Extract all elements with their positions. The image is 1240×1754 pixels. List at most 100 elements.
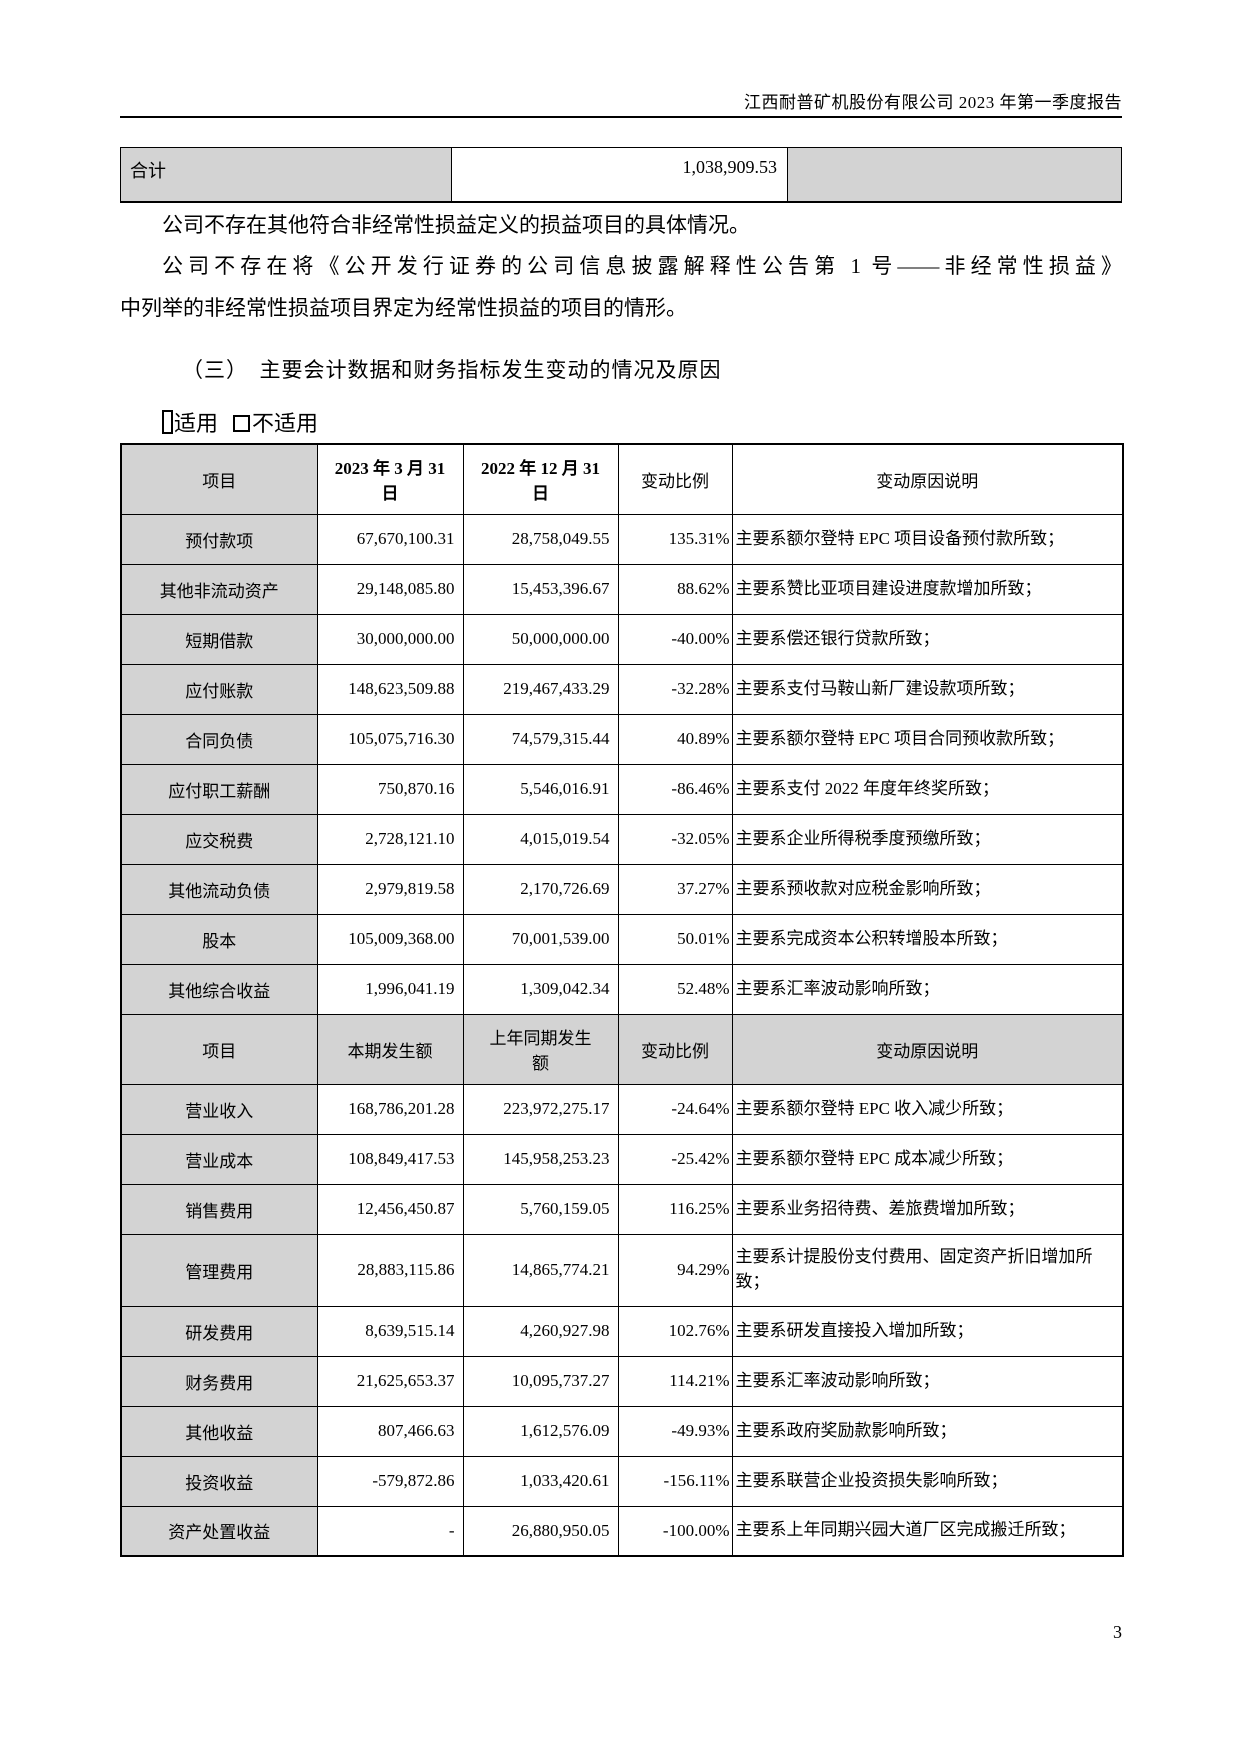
cell-current: 168,786,201.28 [316, 1083, 464, 1135]
table-row: 财务费用 21,625,653.37 10,095,737.27 114.21% 主要系… [120, 1355, 1124, 1407]
column-header-ratio: 变动比例 [617, 443, 733, 515]
column-header-current: 2023 年 3 月 31 日 [316, 443, 464, 515]
table-row: 其他收益 807,466.63 1,612,576.09 -49.93% 主要系政府奖励… [120, 1405, 1124, 1457]
cell-ratio: -25.42% [617, 1133, 733, 1185]
table-row: 其他非流动资产 29,148,085.80 15,453,396.67 88.62% 主… [120, 563, 1124, 615]
cell-current: 750,870.16 [316, 763, 464, 815]
cell-item: 股本 [120, 913, 318, 965]
column-header-prior: 2022 年 12 月 31 日 [462, 443, 619, 515]
table-header-row: 项目 本期发生额 上年同期发生 额变动比例 变动原因说明 [120, 1013, 1124, 1085]
cell-ratio: 135.31% [617, 513, 733, 565]
header-rule [120, 116, 1122, 118]
cell-item: 合同负债 [120, 713, 318, 765]
cell-prior: 5,546,016.91 [462, 763, 619, 815]
column-header-item: 项目 [120, 1013, 318, 1085]
cell-current: 108,849,417.53 [316, 1133, 464, 1185]
cell-item: 预付款项 [120, 513, 318, 565]
cell-current: 1,996,041.19 [316, 963, 464, 1015]
cell-item: 投资收益 [120, 1455, 318, 1507]
cell-current: 807,466.63 [316, 1405, 464, 1457]
table-row: 研发费用 8,639,515.14 4,260,927.98 102.76% 主要系研发… [120, 1305, 1124, 1357]
cell-reason: 主要系联营企业投资损失影响所致； [731, 1455, 1124, 1507]
table-header-row: 项目 2023 年 3 月 31 日 2022 年 12 月 31 日变动比例 变动原… [120, 443, 1124, 515]
cell-item: 财务费用 [120, 1355, 318, 1407]
cell-prior: 1,309,042.34 [462, 963, 619, 1015]
cell-current: -579,872.86 [316, 1455, 464, 1507]
not-applicable-checkbox-icon [233, 415, 251, 432]
cell-item: 营业收入 [120, 1083, 318, 1135]
not-applicable-label: 不适用 [252, 411, 319, 436]
cell-ratio: -24.64% [617, 1083, 733, 1135]
cell-ratio: 40.89% [617, 713, 733, 765]
applicability-line: 适用 不适用 [162, 406, 318, 438]
cell-prior: 15,453,396.67 [462, 563, 619, 615]
cell-prior: 14,865,774.21 [462, 1233, 619, 1307]
cell-reason: 主要系额尔登特 EPC 成本减少所致； [731, 1133, 1124, 1185]
cell-item: 研发费用 [120, 1305, 318, 1357]
cell-reason: 主要系上年同期兴园大道厂区完成搬迁所致； [731, 1505, 1124, 1557]
cell-ratio: -49.93% [617, 1405, 733, 1457]
cell-current: 67,670,100.31 [316, 513, 464, 565]
cell-prior: 1,033,420.61 [462, 1455, 619, 1507]
cell-item: 短期借款 [120, 613, 318, 665]
cell-prior: 50,000,000.00 [462, 613, 619, 665]
cell-item: 应交税费 [120, 813, 318, 865]
cell-prior: 5,760,159.05 [462, 1183, 619, 1235]
applicable-label: 适用 [174, 411, 219, 436]
cell-reason: 主要系汇率波动影响所致； [731, 1355, 1124, 1407]
table-row: 短期借款 30,000,000.00 50,000,000.00 -40.00% 主要系… [120, 613, 1124, 665]
cell-current: - [316, 1505, 464, 1557]
paragraph-no-reclassification-line1: 公司不存在将《公开发行证券的公司信息披露解释性公告第 1 号——非经常性损益》 [162, 254, 1122, 278]
cell-ratio: 102.76% [617, 1305, 733, 1357]
table-row: 资产处置收益 -26,880,950.05 -100.00% 主要系上年同期兴园大道厂… [120, 1505, 1124, 1557]
cell-reason: 主要系额尔登特 EPC 收入减少所致； [731, 1083, 1124, 1135]
cell-ratio: 94.29% [617, 1233, 733, 1307]
table-row: 营业成本 108,849,417.53 145,958,253.23 -25.42% 主… [120, 1133, 1124, 1185]
column-header-ratio: 变动比例 [617, 1013, 733, 1085]
cell-prior: 4,260,927.98 [462, 1305, 619, 1357]
cell-ratio: -32.05% [617, 813, 733, 865]
cell-reason: 主要系研发直接投入增加所致； [731, 1305, 1124, 1357]
cell-reason: 主要系政府奖励款影响所致； [731, 1405, 1124, 1457]
table-row: 应付职工薪酬 750,870.16 5,546,016.91 -86.46% 主要系支付… [120, 763, 1124, 815]
totals-row: 合计 1,038,909.53 [120, 147, 1122, 203]
cell-reason: 主要系企业所得税季度预缴所致； [731, 813, 1124, 865]
cell-prior: 74,579,315.44 [462, 713, 619, 765]
cell-prior: 4,015,019.54 [462, 813, 619, 865]
cell-item: 营业成本 [120, 1133, 318, 1185]
document-header: 江西耐普矿机股份有限公司 2023 年第一季度报告 [120, 88, 1122, 113]
cell-ratio: -86.46% [617, 763, 733, 815]
table-row: 管理费用 28,883,115.86 14,865,774.21 94.29% 主要系计… [120, 1233, 1124, 1307]
column-header-reason: 变动原因说明 [731, 443, 1124, 515]
cell-prior: 1,612,576.09 [462, 1405, 619, 1457]
cell-current: 148,623,509.88 [316, 663, 464, 715]
cell-current: 29,148,085.80 [316, 563, 464, 615]
document-header-title: 江西耐普矿机股份有限公司 2023 年第一季度报告 [744, 93, 1122, 112]
page-number: 3 [1113, 1622, 1122, 1642]
cell-prior: 2,170,726.69 [462, 863, 619, 915]
cell-current: 30,000,000.00 [316, 613, 464, 665]
cell-reason: 主要系汇率波动影响所致； [731, 963, 1124, 1015]
cell-reason: 主要系支付 2022 年度年终奖所致； [731, 763, 1124, 815]
cell-reason: 主要系预收款对应税金影响所致； [731, 863, 1124, 915]
section-heading: （三） 主要会计数据和财务指标发生变动的情况及原因 [182, 358, 722, 382]
column-header-item: 项目 [120, 443, 318, 515]
cell-prior: 219,467,433.29 [462, 663, 619, 715]
cell-item: 应付账款 [120, 663, 318, 715]
table-row: 其他流动负债 2,979,819.58 2,170,726.69 37.27% 主要系预… [120, 863, 1124, 915]
cell-prior: 26,880,950.05 [462, 1505, 619, 1557]
cell-prior: 145,958,253.23 [462, 1133, 619, 1185]
table-row: 投资收益 -579,872.86 1,033,420.61 -156.11% 主要系联营… [120, 1455, 1124, 1507]
cell-item: 应付职工薪酬 [120, 763, 318, 815]
cell-reason: 主要系支付马鞍山新厂建设款项所致； [731, 663, 1124, 715]
table-row: 预付款项 67,670,100.31 28,758,049.55 135.31% 主要系… [120, 513, 1124, 565]
cell-item: 资产处置收益 [120, 1505, 318, 1557]
cell-ratio: 37.27% [617, 863, 733, 915]
cell-ratio: 50.01% [617, 913, 733, 965]
cell-current: 105,009,368.00 [316, 913, 464, 965]
table-row: 销售费用 12,456,450.87 5,760,159.05 116.25% 主要系业… [120, 1183, 1124, 1235]
column-header-current: 本期发生额 [316, 1013, 464, 1085]
column-header-reason: 变动原因说明 [731, 1013, 1124, 1085]
cell-prior: 28,758,049.55 [462, 513, 619, 565]
